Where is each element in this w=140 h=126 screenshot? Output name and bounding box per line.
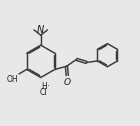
Text: N: N — [37, 25, 44, 35]
Text: O: O — [64, 78, 71, 87]
Text: Cl: Cl — [40, 88, 48, 97]
Text: ·: · — [47, 82, 50, 91]
Text: OH: OH — [6, 75, 18, 84]
Text: H: H — [41, 82, 47, 91]
